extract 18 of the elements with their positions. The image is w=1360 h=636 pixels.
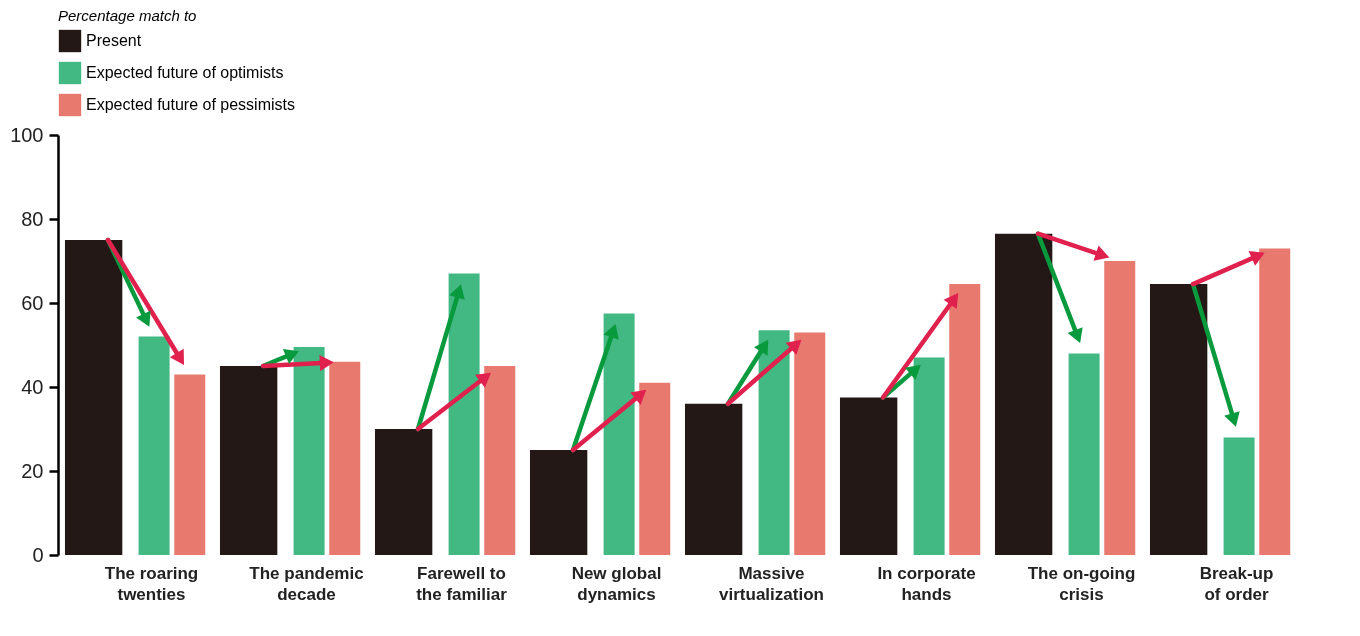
y-tick-label: 40 xyxy=(21,375,44,398)
y-tick-label: 100 xyxy=(10,123,44,146)
legend-label: Expected future of pessimists xyxy=(86,96,295,113)
legend-title: Percentage match to xyxy=(58,7,197,24)
y-tick-label: 20 xyxy=(21,459,44,482)
legend-label: Expected future of optimists xyxy=(86,64,284,81)
x-tick-label: New global dynamics xyxy=(571,563,662,604)
x-tick-label: Break-up of order xyxy=(1199,563,1274,604)
x-tick-label: The on-going crisis xyxy=(1027,563,1136,604)
legend-label: Present xyxy=(86,32,142,49)
x-tick-label: Massive virtualization xyxy=(719,563,824,604)
x-tick-label: In corporate hands xyxy=(877,563,976,604)
y-tick-label: 60 xyxy=(21,291,44,314)
y-tick-label: 80 xyxy=(21,207,44,230)
y-tick-label: 0 xyxy=(32,543,44,566)
x-tick-label: Farewell to the familiar xyxy=(416,563,508,604)
x-tick-label: The pandemic decade xyxy=(249,563,364,604)
x-tick-label: The roaring twenties xyxy=(104,563,199,604)
